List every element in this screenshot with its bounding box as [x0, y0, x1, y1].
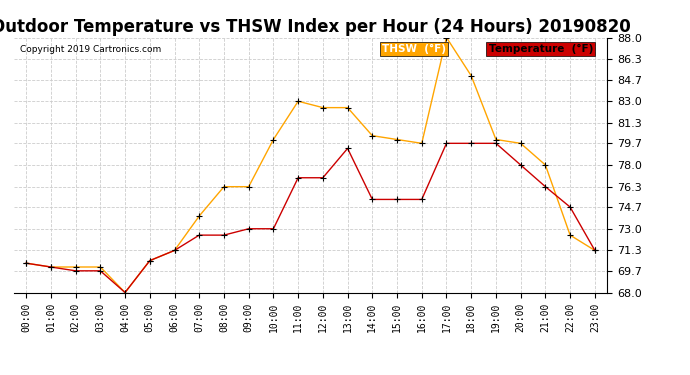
- Text: THSW  (°F): THSW (°F): [382, 44, 446, 54]
- Text: Copyright 2019 Cartronics.com: Copyright 2019 Cartronics.com: [20, 45, 161, 54]
- Text: Temperature  (°F): Temperature (°F): [489, 44, 593, 54]
- Title: Outdoor Temperature vs THSW Index per Hour (24 Hours) 20190820: Outdoor Temperature vs THSW Index per Ho…: [0, 18, 631, 36]
